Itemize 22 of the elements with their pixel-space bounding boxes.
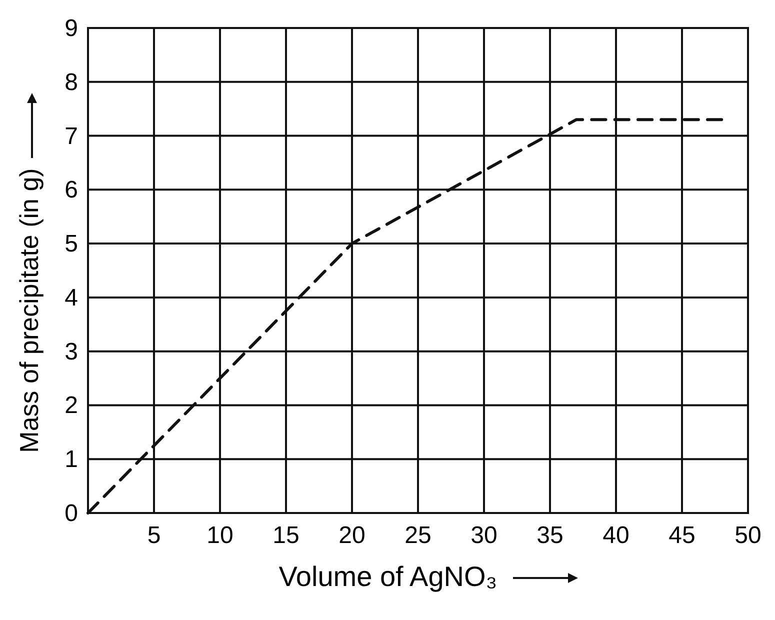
y-tick-label: 4: [64, 284, 78, 312]
x-tick-label: 40: [602, 522, 630, 549]
x-tick-label: 35: [536, 522, 564, 549]
x-tick-label: 20: [338, 522, 366, 549]
y-tick-label: 9: [64, 15, 78, 42]
y-tick-label: 2: [64, 392, 78, 420]
y-axis-title: Mass of precipitate (in g): [14, 168, 44, 453]
x-tick-label: 25: [404, 522, 432, 549]
x-axis-title: Volume of AgNO₃: [278, 561, 498, 592]
x-tick-label: 10: [206, 522, 234, 549]
y-tick-label: 8: [64, 68, 78, 96]
y-tick-label: 3: [64, 338, 78, 366]
y-tick-label: 0: [64, 500, 78, 527]
x-tick-label: 30: [470, 522, 498, 549]
y-tick-label: 1: [64, 446, 78, 474]
y-tick-label: 6: [64, 176, 78, 204]
y-tick-label: 7: [64, 122, 78, 150]
y-tick-label: 5: [64, 230, 78, 258]
x-tick-label: 50: [734, 522, 762, 549]
x-tick-label: 5: [147, 522, 161, 549]
x-tick-label: 15: [272, 522, 300, 549]
x-tick-label: 45: [668, 522, 696, 549]
